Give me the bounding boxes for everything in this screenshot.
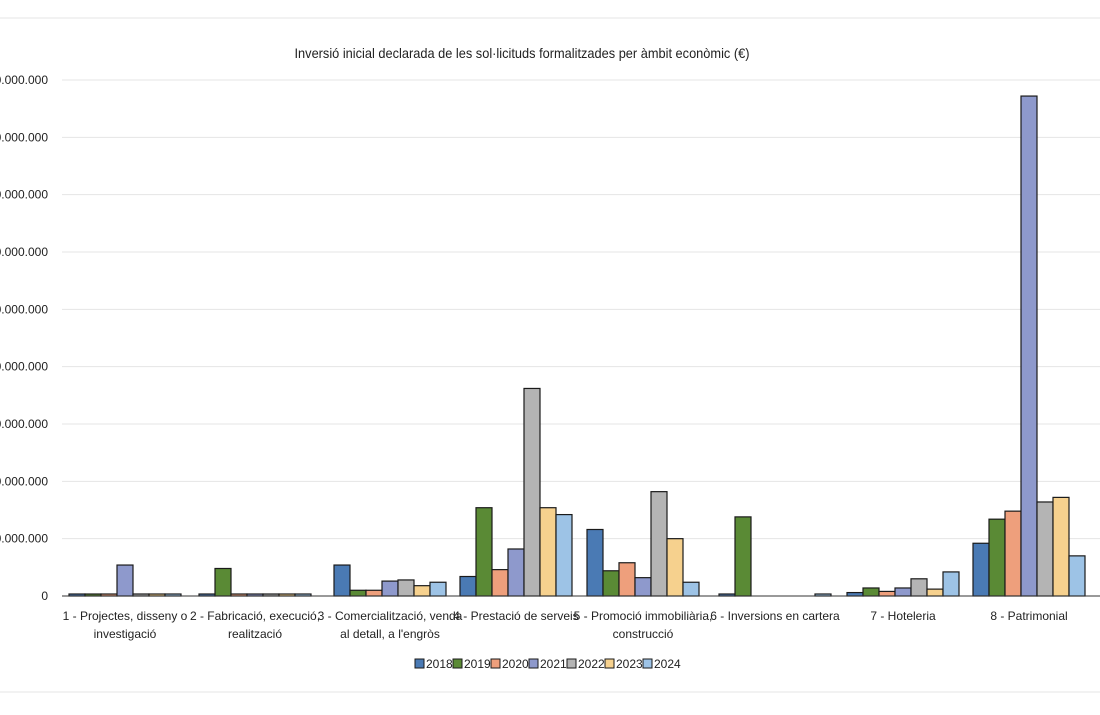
bar-2018-cat-7 — [846, 591, 864, 597]
y-tick-label: 100.000.000 — [0, 474, 48, 488]
bar-2018-cat-8 — [972, 542, 990, 597]
bar-2021-cat-7 — [894, 587, 912, 597]
y-tick-label: 250.000.000 — [0, 302, 48, 316]
y-tick-label: 400.000.000 — [0, 130, 48, 144]
y-tick-label: 350.000.000 — [0, 188, 48, 202]
bar-2024-cat-8 — [1068, 555, 1086, 597]
bar-2019-cat-4 — [475, 507, 493, 597]
bar-2019-cat-3 — [349, 589, 367, 597]
bar-2023-cat-8 — [1052, 496, 1070, 597]
bar-2024-cat-3 — [429, 581, 447, 597]
bar-2019-cat-5 — [602, 570, 620, 597]
y-tick-label: 450.000.000 — [0, 73, 48, 87]
bar-2023-cat-4 — [539, 507, 557, 597]
bar-2023-cat-5 — [666, 538, 684, 597]
legend-label-2018: 2018 — [426, 657, 453, 671]
y-axis-tick-labels: 0 50.000.000 100.000.000 150.000.000 200.000… — [0, 73, 48, 603]
grid-lines — [62, 79, 1100, 540]
bar-2020-cat-3 — [365, 589, 383, 597]
y-tick-label: 300.000.000 — [0, 245, 48, 259]
bar-2019-cat-2 — [214, 567, 232, 597]
y-tick-label: 150.000.000 — [0, 417, 48, 431]
bar-2018-cat-5 — [586, 528, 604, 597]
bar-2019-cat-8 — [988, 518, 1006, 597]
legend-swatch-2019 — [452, 658, 463, 669]
x-category-label: 3 - Comercialització, venda al detall, a … — [318, 609, 463, 641]
legend-label-2020: 2020 — [502, 657, 529, 671]
x-category-label: 1 - Projectes, disseny o investigació — [63, 609, 188, 641]
legend-label-2023: 2023 — [616, 657, 643, 671]
bar-2021-cat-4 — [507, 548, 525, 597]
x-category-label: 5 - Promoció immobiliària, construcció — [574, 609, 713, 641]
bar-2024-cat-5 — [682, 581, 700, 597]
bar-2021-cat-3 — [381, 580, 399, 597]
bar-2022-cat-4 — [523, 387, 541, 597]
bar-2018-cat-3 — [333, 564, 351, 597]
bar-2021-cat-1 — [116, 564, 134, 597]
legend-label-2024: 2024 — [654, 657, 681, 671]
bar-2024-cat-7 — [942, 571, 960, 597]
y-tick-label: 200.000.000 — [0, 360, 48, 374]
bar-2018-cat-4 — [459, 575, 477, 597]
legend-swatch-2020 — [490, 658, 501, 669]
bar-2020-cat-4 — [491, 569, 509, 597]
legend-label-2021: 2021 — [540, 657, 567, 671]
legend: 2018 2019 2020 2021 2022 2023 2024 — [414, 657, 681, 671]
legend-label-2019: 2019 — [464, 657, 491, 671]
bar-2023-cat-7 — [926, 588, 944, 597]
x-category-label: 6 - Inversions en cartera — [710, 609, 840, 623]
legend-swatch-2021 — [528, 658, 539, 669]
bar-2022-cat-7 — [910, 578, 928, 597]
bar-2021-cat-5 — [634, 577, 652, 597]
bar-2021-cat-8 — [1020, 95, 1038, 597]
bar-2024-cat-4 — [555, 513, 573, 597]
bar-2020-cat-8 — [1004, 510, 1022, 597]
legend-swatch-2018 — [414, 658, 425, 669]
bar-2020-cat-5 — [618, 562, 636, 597]
bars — [68, 95, 1086, 597]
legend-label-2022: 2022 — [578, 657, 605, 671]
bar-2023-cat-3 — [413, 585, 431, 597]
legend-swatch-2022 — [566, 658, 577, 669]
x-category-label: 7 - Hoteleria — [870, 609, 936, 623]
x-category-label: 8 - Patrimonial — [990, 609, 1067, 623]
bar-2022-cat-8 — [1036, 501, 1054, 597]
x-category-label: 4 - Prestació de serveis — [453, 609, 578, 623]
legend-swatch-2024 — [642, 658, 653, 669]
bar-2019-cat-6 — [734, 516, 752, 597]
y-tick-label: 0 — [41, 589, 48, 603]
legend-swatch-2023 — [604, 658, 615, 669]
bar-2022-cat-5 — [650, 491, 668, 597]
bar-2019-cat-7 — [862, 587, 880, 597]
x-category-label: 2 - Fabricació, execució, realització — [190, 609, 320, 641]
bar-2020-cat-7 — [878, 590, 896, 597]
y-tick-label: 50.000.000 — [0, 532, 48, 546]
chart-title: Inversió inicial declarada de les sol·li… — [295, 45, 750, 61]
bar-2022-cat-3 — [397, 579, 415, 597]
